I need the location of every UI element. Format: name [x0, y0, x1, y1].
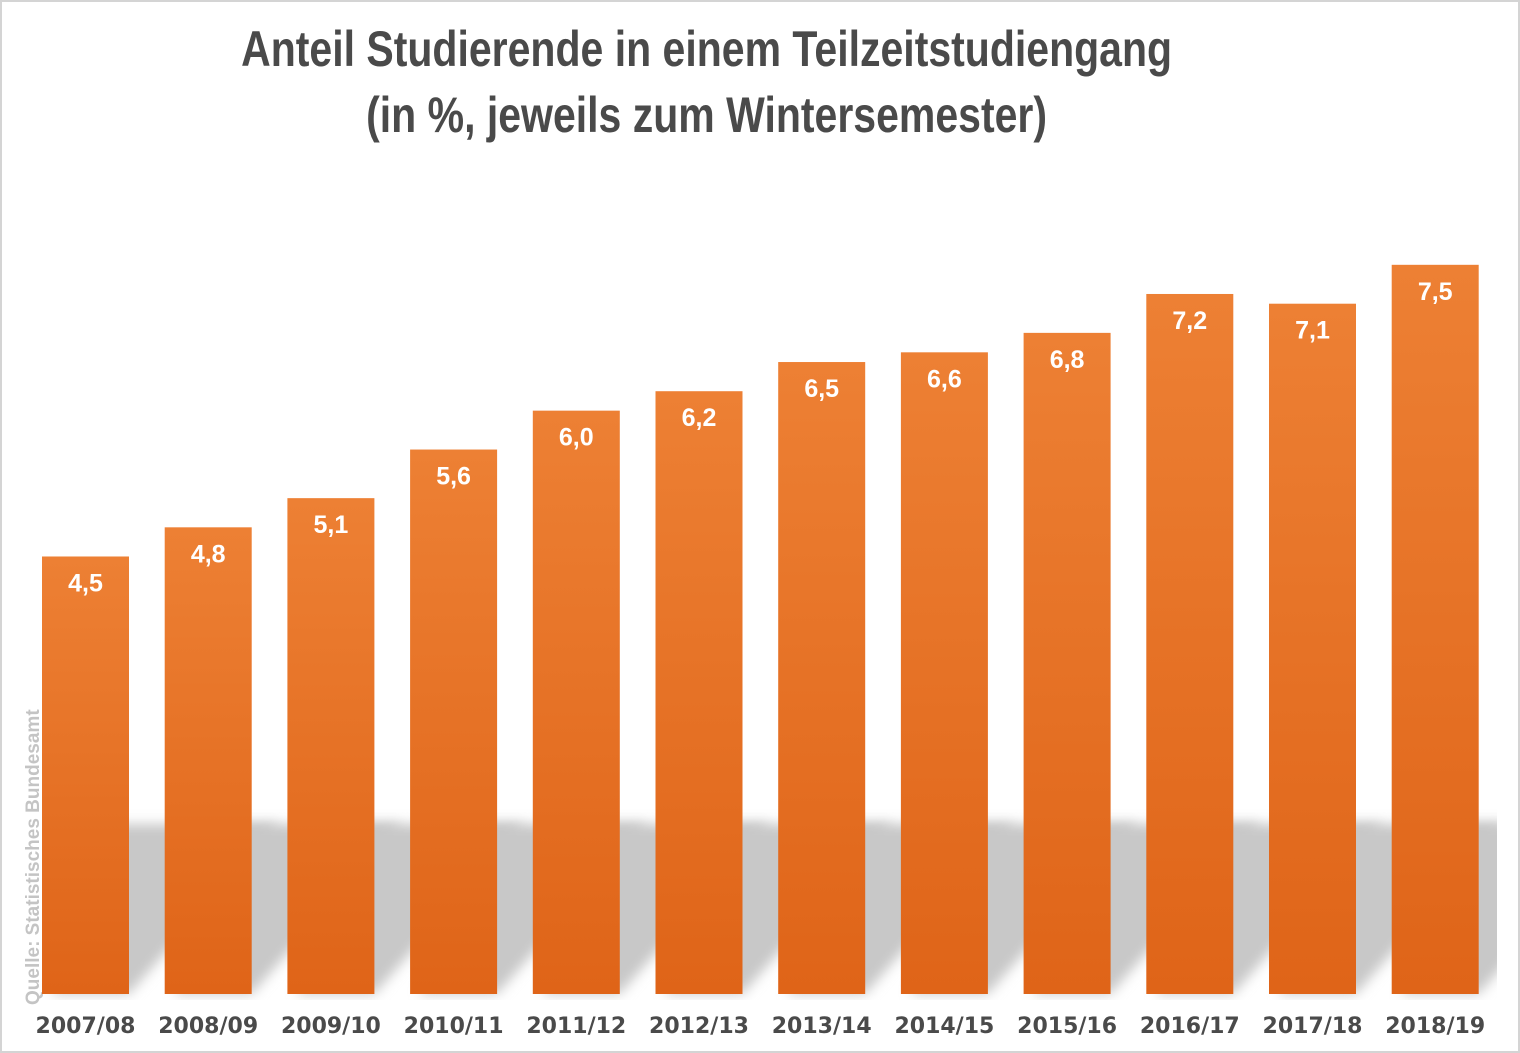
data-label: 7,2	[1172, 307, 1207, 335]
x-tick-label: 2015/16	[1017, 1014, 1117, 1039]
bar-2015/16	[1023, 332, 1111, 994]
data-label: 6,5	[804, 375, 839, 403]
data-label: 5,6	[436, 463, 471, 491]
x-tick-label: 2017/18	[1263, 1014, 1363, 1039]
chart-subtitle: (in %, jeweils zum Wintersemester)	[366, 87, 1048, 143]
data-label: 6,0	[559, 424, 594, 452]
data-label: 4,5	[68, 569, 103, 597]
bar-2012/13	[655, 391, 743, 994]
data-label: 7,1	[1295, 317, 1330, 345]
bar-2007/08	[42, 556, 129, 994]
bar-2016/17	[1146, 293, 1234, 994]
data-label: 7,5	[1418, 278, 1453, 306]
bar-2017/18	[1269, 303, 1356, 994]
data-label: 6,6	[927, 365, 962, 393]
x-tick-label: 2007/08	[36, 1014, 136, 1039]
data-label: 6,8	[1050, 346, 1085, 374]
x-tick-label: 2011/12	[526, 1014, 626, 1039]
x-tick-label: 2010/11	[404, 1014, 504, 1039]
bar-2009/10	[287, 498, 375, 994]
data-label: 4,8	[191, 540, 226, 568]
x-tick-label: 2014/15	[894, 1014, 994, 1039]
x-tick-label: 2013/14	[772, 1014, 872, 1039]
bar-2013/14	[778, 362, 866, 994]
bar-2011/12	[532, 410, 620, 994]
bar-2010/11	[410, 449, 498, 995]
chart-title: Anteil Studierende in einem Teilzeitstud…	[241, 21, 1173, 77]
bar-2018/19	[1391, 264, 1479, 995]
x-tick-label: 2012/13	[649, 1014, 749, 1039]
x-tick-label: 2016/17	[1140, 1014, 1240, 1039]
data-label: 5,1	[314, 511, 349, 539]
x-tick-label: 2009/10	[281, 1014, 381, 1039]
bar-2008/09	[164, 527, 252, 994]
x-tick-label: 2008/09	[158, 1014, 258, 1039]
bar-2014/15	[900, 352, 988, 995]
data-label: 6,2	[682, 404, 717, 432]
x-tick-label: 2018/19	[1385, 1014, 1485, 1039]
